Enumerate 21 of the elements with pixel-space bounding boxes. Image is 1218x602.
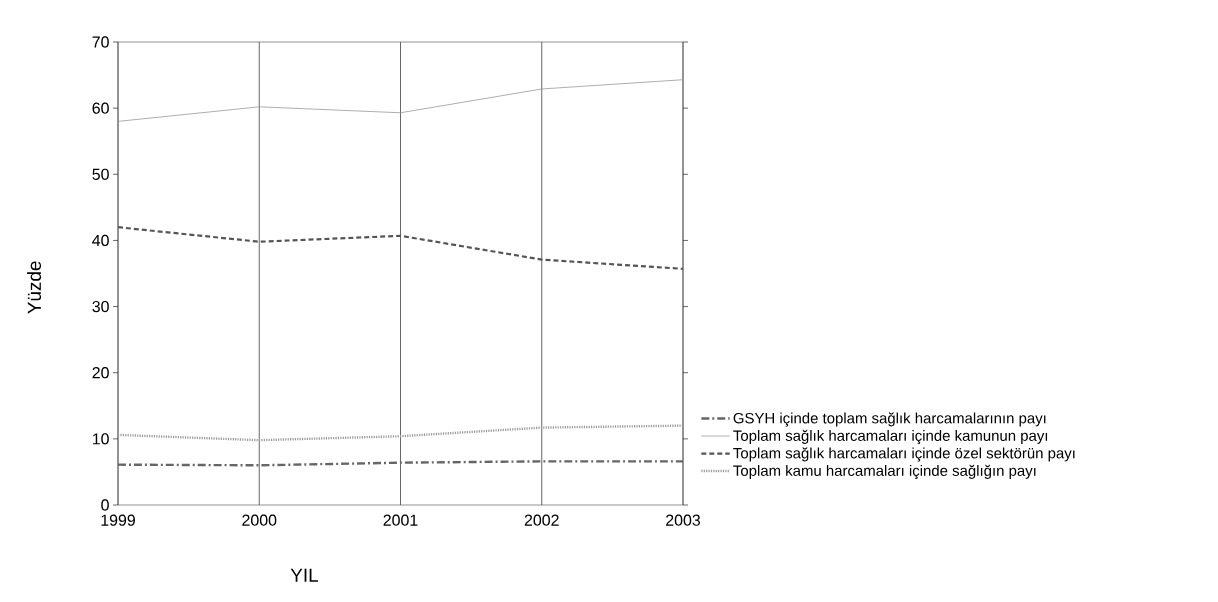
x-tick-label: 2002 <box>524 514 559 526</box>
legend-label: GSYH içinde toplam sağlık harcamalarının payı <box>733 412 1046 427</box>
x-tick-label: 2001 <box>383 514 418 526</box>
y-tick-label: 70 <box>92 36 109 48</box>
legend-label: Toplam sağlık harcamaları içinde özel sektörün payı <box>733 447 1075 462</box>
line-series <box>118 424 683 442</box>
y-tick-label: 50 <box>92 168 109 180</box>
y-tick-label: 30 <box>92 300 109 313</box>
line-series <box>118 79 683 122</box>
legend-label: Toplam kamu harcamaları içinde sağlığın payı <box>733 464 1036 479</box>
y-tick-label: 60 <box>92 102 109 114</box>
x-tick-label: 2003 <box>666 514 701 526</box>
x-axis-title: YIL <box>290 568 319 582</box>
y-axis-title: Yüzde <box>27 261 42 314</box>
y-tick-label: 10 <box>92 433 109 445</box>
y-tick-label: 20 <box>92 367 109 379</box>
y-tick-label: 40 <box>92 234 109 247</box>
x-tick-label: 1999 <box>101 514 135 526</box>
y-tick-label: 0 <box>101 499 109 511</box>
legend-label: Toplam sağlık harcamaları içinde kamunun payı <box>733 429 1048 444</box>
x-tick-label: 2000 <box>242 514 277 526</box>
